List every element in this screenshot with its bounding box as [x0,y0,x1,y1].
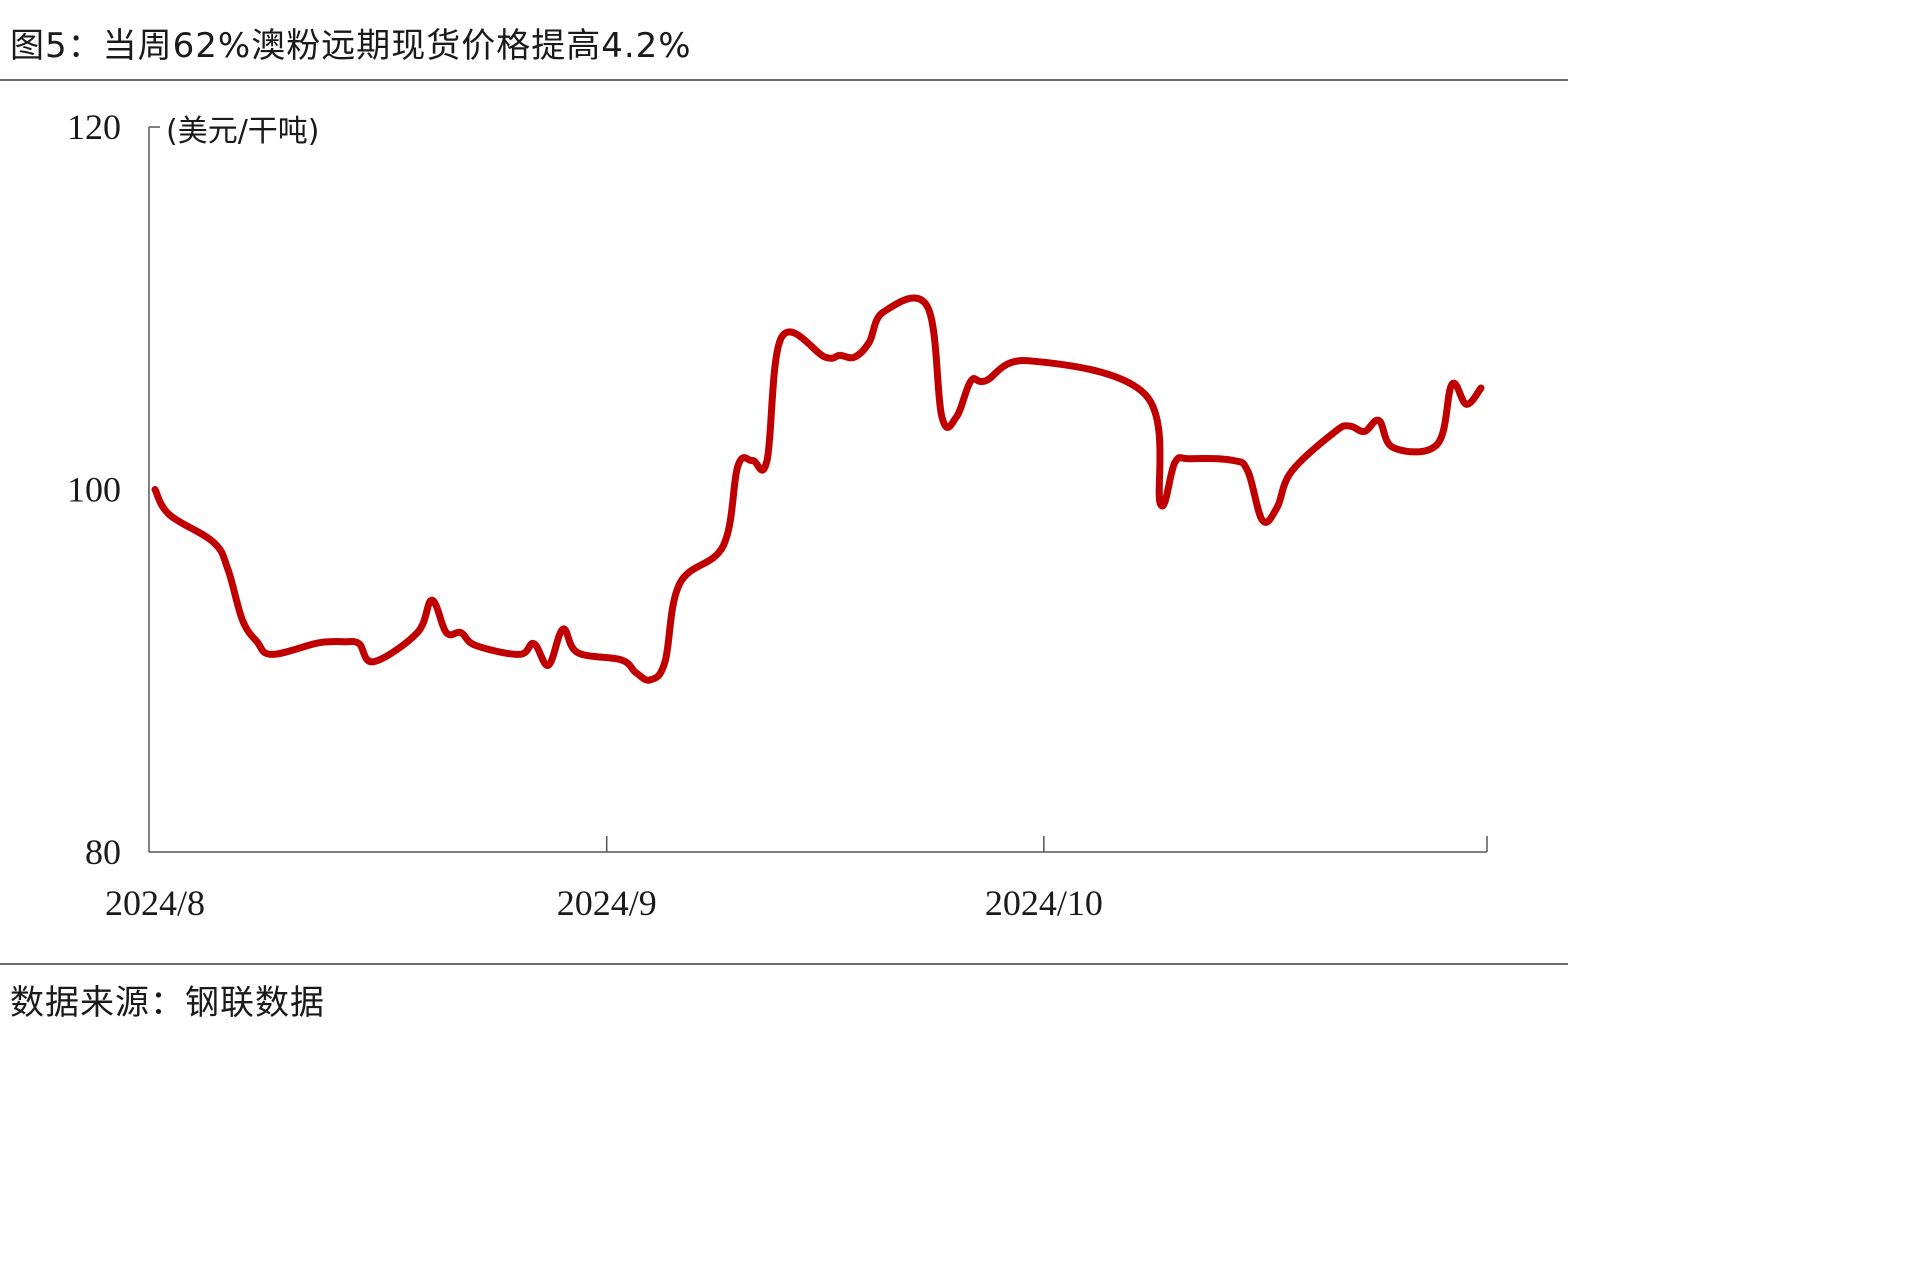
series-line-iron-ore-price [151,294,1485,684]
chart-axes [148,126,1487,853]
y-axis-unit-label: (美元/干吨) [166,114,320,149]
chart-title: 图5：当周62%澳粉远期现货价格提高4.2% [10,26,692,66]
y-tick-label-80: 80 [85,832,121,872]
data-source-note: 数据来源：钢联数据 [10,983,325,1023]
x-tick-label-2024-9: 2024/9 [557,883,657,923]
x-tick-label-2024-10: 2024/10 [985,883,1103,923]
x-tick-marks [605,836,1488,852]
y-tick-label-120: 120 [67,107,121,147]
line-chart: 80 100 120 2024/8 2024/9 2024/10 (美元/干吨) [67,107,1488,923]
x-tick-label-2024-8: 2024/8 [105,883,205,923]
bottom-divider [0,963,1568,965]
x-tick-labels: 2024/8 2024/9 2024/10 [105,883,1103,923]
top-divider [0,79,1568,81]
y-tick-label-100: 100 [67,470,121,510]
y-tick-labels: 80 100 120 [67,107,121,872]
